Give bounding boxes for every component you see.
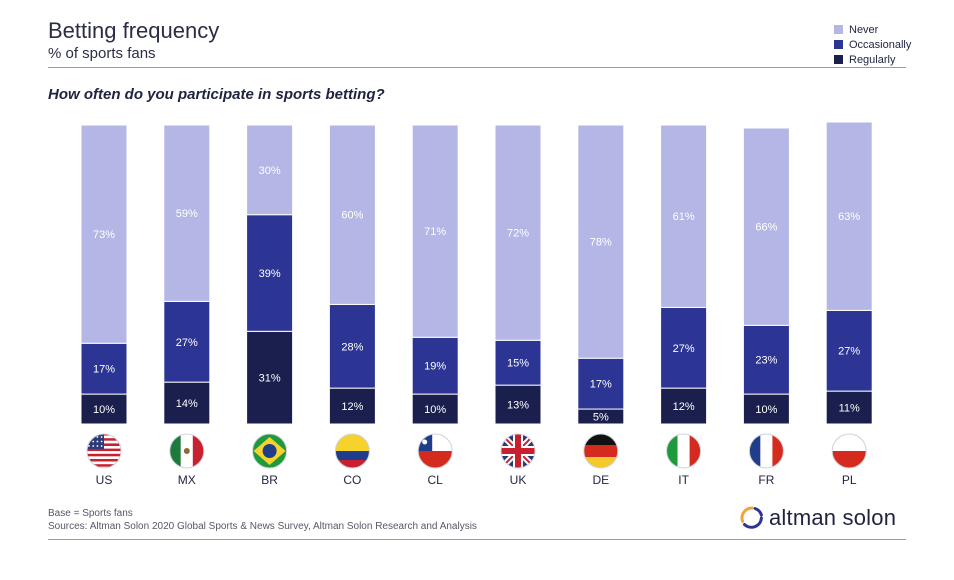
bar-occasionally-uk (494, 339, 542, 386)
data-label-regularly-uk: 13% (507, 400, 529, 412)
flag-pl-icon (831, 433, 867, 469)
data-label-regularly-co: 12% (341, 401, 363, 413)
bar-never-mx (163, 124, 211, 302)
legend-item-occasionally: Occasionally (834, 37, 911, 52)
category-label-pl: PL (842, 473, 857, 487)
data-label-regularly-pl: 11% (839, 403, 860, 415)
bar-never-fr (742, 127, 790, 326)
data-label-never-mx: 59% (176, 208, 198, 220)
data-label-occasionally-uk: 15% (507, 358, 529, 370)
data-label-regularly-br: 31% (259, 373, 281, 385)
bar-never-it (660, 124, 708, 308)
data-label-occasionally-de: 17% (590, 379, 612, 391)
altman-solon-logo-icon (740, 506, 763, 529)
category-label-co: CO (343, 473, 361, 487)
data-label-regularly-us: 10% (93, 404, 115, 416)
flags-layer (86, 433, 867, 469)
data-label-never-fr: 66% (755, 222, 777, 234)
category-label-it: IT (678, 473, 689, 487)
bar-occasionally-it (660, 306, 708, 389)
sources-note: Sources: Altman Solon 2020 Global Sports… (48, 521, 477, 532)
legend-label-regularly: Regularly (849, 53, 896, 66)
flag-br-icon (252, 433, 288, 469)
data-label-never-co: 60% (341, 210, 363, 222)
data-label-occasionally-br: 39% (259, 268, 281, 280)
flag-us-icon (86, 433, 122, 469)
stacked-bar-chart: 10% 17% 73% 14% 27% 59% 31% 39% 30% 12% 28% 60% 10% 1… (80, 121, 873, 487)
category-label-de: DE (592, 473, 609, 487)
legend-item-regularly: Regularly (834, 52, 911, 67)
category-label-uk: UK (510, 473, 527, 487)
data-label-never-pl: 63% (838, 211, 860, 223)
altman-solon-logo: altman solon (740, 505, 896, 531)
flag-cl-icon (417, 433, 453, 469)
flag-mx-icon (169, 433, 205, 469)
flag-it-icon (666, 433, 702, 469)
data-label-regularly-de: 5% (593, 412, 609, 424)
bar-occasionally-co (328, 303, 376, 389)
bar-never-us (80, 124, 128, 344)
data-label-occasionally-co: 28% (341, 341, 363, 353)
data-label-never-de: 78% (590, 237, 612, 249)
category-labels-layer: US MX BR CO CL UK DE IT FR PL (96, 473, 857, 487)
data-label-never-us: 73% (93, 229, 115, 241)
data-label-occasionally-fr: 23% (755, 355, 777, 367)
category-label-fr: FR (758, 473, 774, 487)
bar-never-br (246, 124, 294, 216)
legend-item-never: Never (834, 22, 911, 37)
bar-never-pl (825, 121, 873, 311)
bar-occasionally-us (80, 342, 128, 395)
flag-co-icon (334, 433, 370, 469)
data-label-never-cl: 71% (424, 226, 446, 238)
bar-occasionally-cl (411, 336, 459, 395)
data-label-never-br: 30% (259, 165, 281, 177)
footer-divider (48, 539, 906, 540)
legend-label-occasionally: Occasionally (849, 38, 912, 51)
data-label-regularly-mx: 14% (176, 398, 198, 410)
bar-never-de (577, 124, 625, 359)
category-label-us: US (96, 473, 113, 487)
data-label-occasionally-mx: 27% (176, 337, 198, 349)
header-divider (48, 67, 906, 68)
chart-subtitle: % of sports fans (48, 45, 156, 62)
bar-regularly-br (246, 330, 294, 425)
category-label-cl: CL (428, 473, 444, 487)
logo-text: altman solon (769, 505, 897, 530)
bar-occasionally-de (577, 357, 625, 410)
flag-fr-icon (748, 433, 784, 469)
category-label-mx: MX (178, 473, 196, 487)
data-label-occasionally-cl: 19% (424, 361, 446, 373)
data-label-never-uk: 72% (507, 228, 529, 240)
legend-swatch-occasionally (834, 40, 843, 49)
legend-swatch-regularly (834, 55, 843, 64)
bars-layer: 10% 17% 73% 14% 27% 59% 31% 39% 30% 12% 28% 60% 10% 1… (80, 121, 873, 425)
survey-question: How often do you participate in sports b… (48, 86, 385, 103)
bar-occasionally-pl (825, 309, 873, 392)
bar-regularly-pl (825, 390, 873, 425)
data-label-occasionally-pl: 27% (838, 346, 860, 358)
bar-never-cl (411, 124, 459, 338)
bar-regularly-it (660, 387, 708, 425)
bar-regularly-mx (163, 381, 211, 425)
data-label-regularly-fr: 10% (755, 404, 777, 416)
legend-label-never: Never (849, 23, 879, 36)
data-label-regularly-it: 12% (673, 401, 695, 413)
flag-de-icon (583, 433, 619, 469)
flag-uk-icon (500, 433, 536, 469)
data-label-regularly-cl: 10% (424, 404, 446, 416)
legend-swatch-never (834, 25, 843, 34)
chart-title: Betting frequency (48, 18, 220, 43)
bar-regularly-uk (494, 384, 542, 425)
data-label-never-it: 61% (673, 211, 695, 223)
data-label-occasionally-it: 27% (673, 343, 695, 355)
bar-never-co (328, 124, 376, 305)
category-label-br: BR (261, 473, 278, 487)
bar-regularly-co (328, 387, 376, 425)
data-label-occasionally-us: 17% (93, 364, 115, 376)
legend: Never Occasionally Regularly (834, 22, 911, 67)
bar-regularly-cl (411, 393, 459, 425)
bar-never-uk (494, 124, 542, 341)
base-note: Base = Sports fans (48, 508, 133, 519)
bar-occasionally-mx (163, 300, 211, 383)
